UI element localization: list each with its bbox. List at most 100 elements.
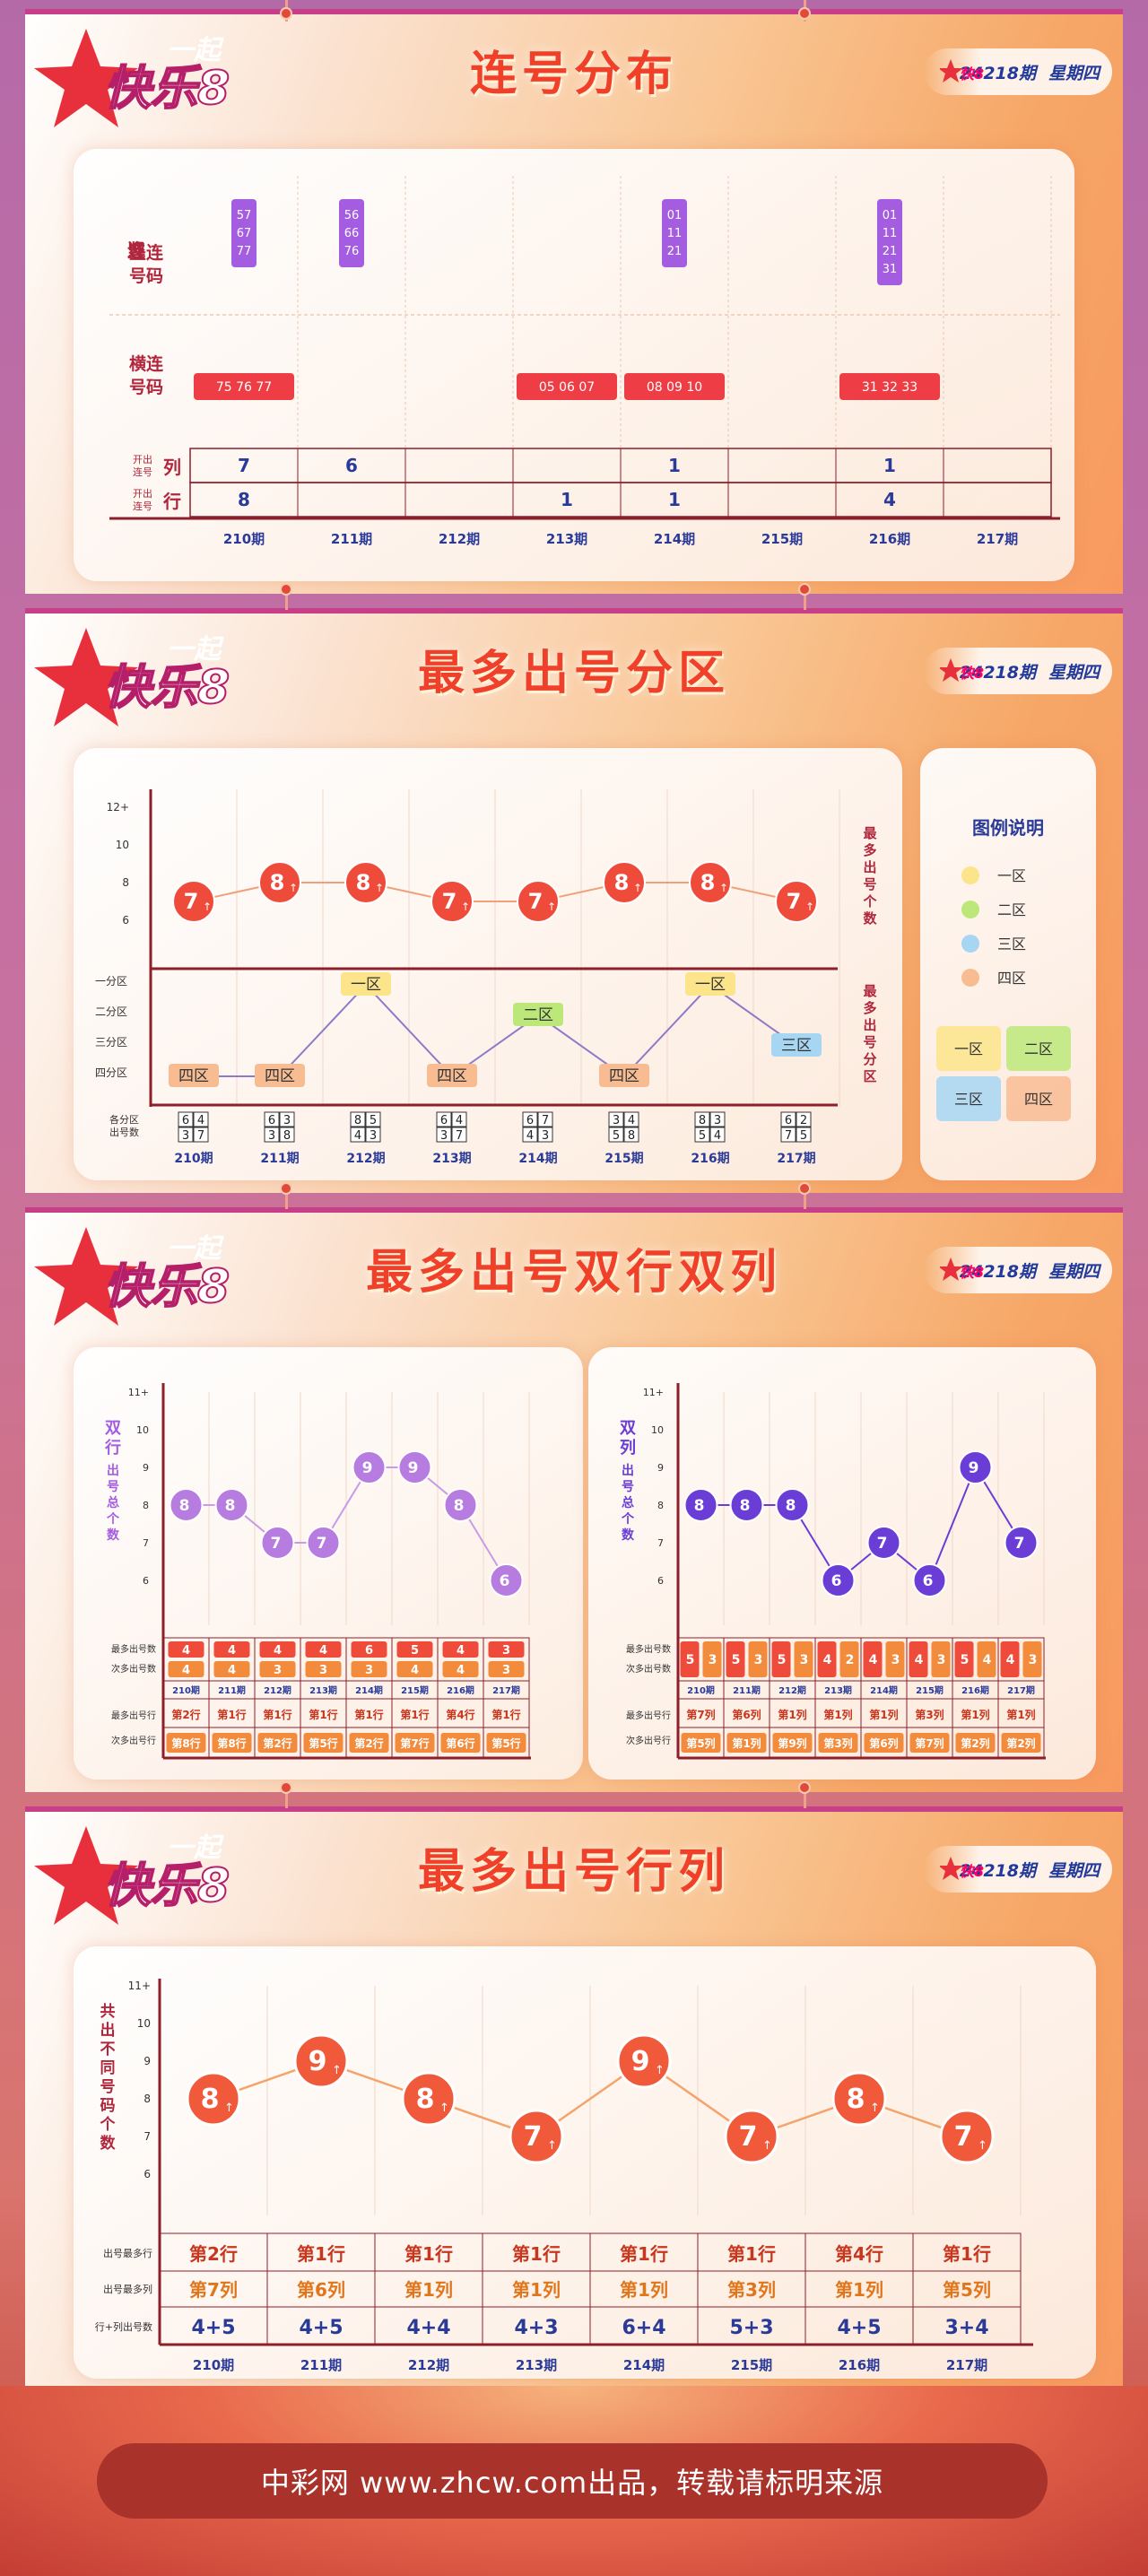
svg-text:快乐8: 快乐8 xyxy=(104,1260,230,1314)
zone-axis-label: 三分区 xyxy=(95,1036,127,1049)
row-label: 最多出号数 xyxy=(111,1643,156,1655)
up-arrow-icon: ↑ xyxy=(203,901,212,913)
second-row: 第2列 xyxy=(1006,1736,1035,1750)
count-ball xyxy=(397,1450,432,1484)
max-col: 第6列 xyxy=(297,2279,345,2301)
zone-axis-label: 二分区 xyxy=(95,1005,127,1018)
max-row: 第1行 xyxy=(309,1708,337,1721)
y-tick: 11+ xyxy=(128,1980,151,1992)
max-count: 5 xyxy=(411,1644,419,1658)
svg-text:快8: 快8 xyxy=(960,1264,984,1281)
max-count-tag xyxy=(863,1641,883,1677)
count-ball xyxy=(821,1563,856,1597)
y-label: 双 xyxy=(105,1419,121,1438)
col-count: 1 xyxy=(668,455,681,476)
zone-tag xyxy=(771,1033,822,1057)
right-label: 出 xyxy=(863,859,876,875)
max-count: 3 xyxy=(502,1644,510,1658)
right-label: 最 xyxy=(863,825,877,841)
issue-label: 216期 xyxy=(869,531,910,547)
page-title: 最多出号双行双列 xyxy=(365,1246,782,1300)
y-tick: 9 xyxy=(144,2055,151,2067)
vertical-number: 11 xyxy=(883,227,898,240)
second-row: 第8行 xyxy=(171,1736,200,1750)
weekday: 星期四 xyxy=(1048,1860,1100,1881)
row-col-sum: 6+4 xyxy=(622,2317,665,2339)
second-count-tag xyxy=(885,1641,905,1677)
count-ball xyxy=(1004,1526,1039,1560)
second-count: 3 xyxy=(502,1664,510,1677)
right-label: 最 xyxy=(863,983,877,999)
second-count-tag xyxy=(396,1661,433,1677)
second-count-tag xyxy=(1022,1641,1042,1677)
max-count: 4 xyxy=(228,1644,236,1658)
count-ball xyxy=(509,2109,564,2164)
legend-dot xyxy=(961,901,979,918)
second-row: 第3列 xyxy=(823,1736,852,1750)
vertical-pill xyxy=(231,199,257,267)
svg-text:快乐8: 快乐8 xyxy=(104,661,230,715)
hanger-hook xyxy=(798,7,811,20)
hanger-hook xyxy=(280,1182,292,1195)
row-col-sum: 5+3 xyxy=(729,2317,773,2339)
second-count-tag xyxy=(305,1661,342,1677)
count-ball xyxy=(958,1450,993,1484)
max-col: 第1列 xyxy=(835,2279,883,2301)
zone-count-box xyxy=(451,1127,467,1143)
right-label: 出 xyxy=(863,1017,876,1033)
zone-count: 4 xyxy=(354,1129,361,1143)
count-value: 8 xyxy=(694,1497,705,1515)
y-label: 号 xyxy=(100,2078,116,2096)
footer-credit: 中彩网 www.zhcw.com出品，转载请标明来源 xyxy=(97,2443,1048,2519)
issue-badge: 快8 24218期 星期四 xyxy=(924,48,1112,95)
row-label: 次多出号数 xyxy=(626,1663,671,1675)
y-tick: 6 xyxy=(143,1575,149,1587)
issue-label: 215期 xyxy=(916,1684,944,1696)
y-tick: 11+ xyxy=(128,1387,149,1398)
max-row: 第1列 xyxy=(961,1708,989,1721)
count-value: 7 xyxy=(1014,1535,1025,1553)
max-col: 第1列 xyxy=(512,2279,561,2301)
vertical-pill xyxy=(339,199,364,267)
hanger-hook xyxy=(280,7,292,20)
max-count-tag xyxy=(771,1641,791,1677)
bottom-label: 各分区 xyxy=(109,1113,139,1126)
up-arrow-icon: ↑ xyxy=(978,2139,987,2153)
second-count: 3 xyxy=(709,1653,718,1667)
row-label: 最多出号行 xyxy=(626,1710,671,1721)
count-ball xyxy=(866,1526,901,1560)
y-label: 号 xyxy=(107,1480,119,1494)
second-count: 4 xyxy=(983,1653,992,1667)
zone-count: 3 xyxy=(542,1129,549,1143)
second-row-tag xyxy=(257,1733,298,1753)
legend-title: 图例说明 xyxy=(972,817,1044,839)
zone-count-box xyxy=(623,1111,639,1127)
second-row-tag xyxy=(166,1733,206,1753)
svg-text:快8: 快8 xyxy=(960,1863,984,1880)
second-count-tag xyxy=(259,1661,296,1677)
up-arrow-icon: ↑ xyxy=(461,901,470,913)
page-title: 最多出号分区 xyxy=(417,647,730,701)
zone-count-box xyxy=(264,1111,280,1127)
second-row-tag xyxy=(303,1733,344,1753)
count-ball xyxy=(831,2071,887,2127)
happy8-mini-logo-icon: 快8 xyxy=(940,658,984,682)
y-label: 个 xyxy=(106,1511,120,1527)
vertical-pill xyxy=(877,199,902,285)
row-col-sum: 4+5 xyxy=(837,2317,881,2339)
zone-count: 7 xyxy=(456,1129,463,1143)
row-label: 出号最多行 xyxy=(103,2247,152,2259)
row-count: 8 xyxy=(238,489,250,510)
max-row: 第1行 xyxy=(620,2243,668,2265)
zone-count: 3 xyxy=(182,1129,189,1143)
max-count: 4 xyxy=(457,1644,465,1658)
up-arrow-icon: ↑ xyxy=(289,882,298,894)
max-count-tag xyxy=(1000,1641,1020,1677)
horizontal-pill xyxy=(624,373,725,400)
y-tick: 8 xyxy=(657,1500,664,1511)
max-count-tag xyxy=(305,1641,342,1658)
double-col-card: 11+ 10 9 8 7 6 双列出号总个数 8 8 8 6 7 6 9 7 最多出号数 次多出号数 最多出号行次… xyxy=(588,1347,1096,1780)
second-count-tag xyxy=(702,1641,722,1677)
y-label: 数 xyxy=(107,1527,120,1543)
row-col-sum: 3+4 xyxy=(944,2317,988,2339)
